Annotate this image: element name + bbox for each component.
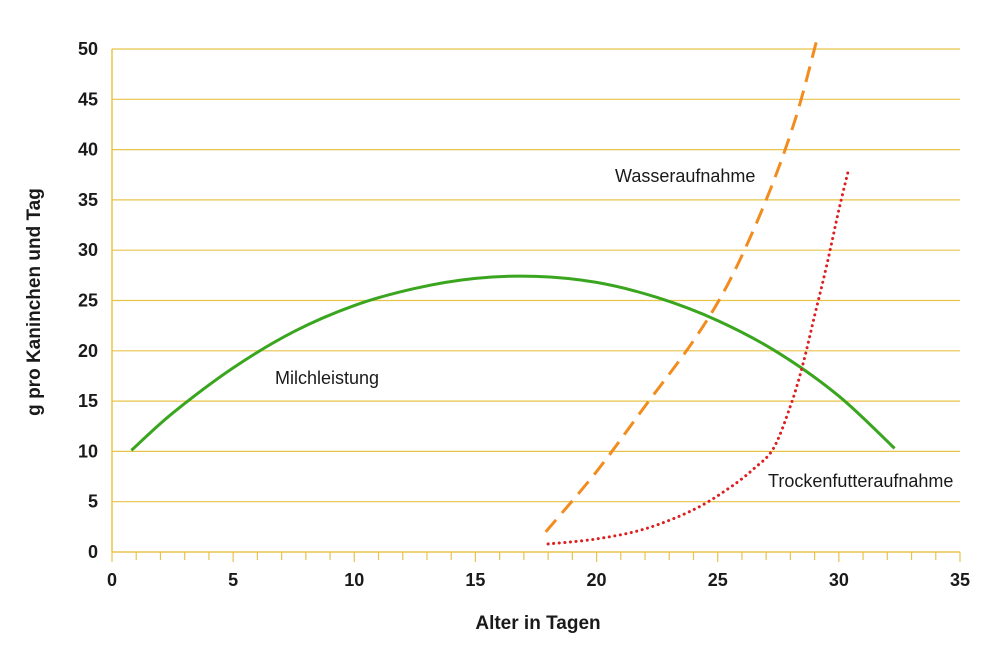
y-tick-label: 10 <box>78 441 98 461</box>
x-tick-label: 0 <box>107 570 117 590</box>
series-label-trockenfutteraufnahme: Trockenfutteraufnahme <box>768 471 953 491</box>
y-tick-label: 35 <box>78 190 98 210</box>
y-axis-title: g pro Kaninchen und Tag <box>24 188 45 416</box>
x-tick-label: 10 <box>344 570 364 590</box>
axes <box>111 49 961 562</box>
x-tick-label: 5 <box>228 570 238 590</box>
tick-labels: 0 5 10 15 20 25 30 35 40 45 50 0 5 10 15 20 25 30 35 <box>78 39 970 590</box>
y-tick-label: 15 <box>78 391 98 411</box>
x-tick-label: 25 <box>708 570 728 590</box>
y-tick-label: 25 <box>78 291 98 311</box>
series-lines <box>130 38 896 546</box>
y-tick-label: 0 <box>88 542 98 562</box>
series-label-milchleistung: Milchleistung <box>275 368 379 388</box>
y-tick-label: 40 <box>78 140 98 160</box>
series-line-wasseraufnahme <box>544 38 819 533</box>
x-tick-label: 35 <box>950 570 970 590</box>
series-line-milchleistung <box>130 274 896 452</box>
x-tick-label: 20 <box>587 570 607 590</box>
series-label-wasseraufnahme: Wasseraufnahme <box>615 166 755 186</box>
series-line-trockenfutteraufnahme <box>546 168 851 546</box>
x-tick-label: 30 <box>829 570 849 590</box>
y-tick-label: 50 <box>78 39 98 59</box>
grid-lines <box>112 48 960 503</box>
series-labels: Milchleistung Wasseraufnahme Trockenfutt… <box>275 166 953 491</box>
y-tick-label: 20 <box>78 341 98 361</box>
x-axis-title: Alter in Tagen <box>475 613 600 634</box>
y-tick-label: 45 <box>78 89 98 109</box>
y-tick-label: 5 <box>88 492 98 512</box>
y-tick-label: 30 <box>78 240 98 260</box>
x-tick-label: 15 <box>465 570 485 590</box>
